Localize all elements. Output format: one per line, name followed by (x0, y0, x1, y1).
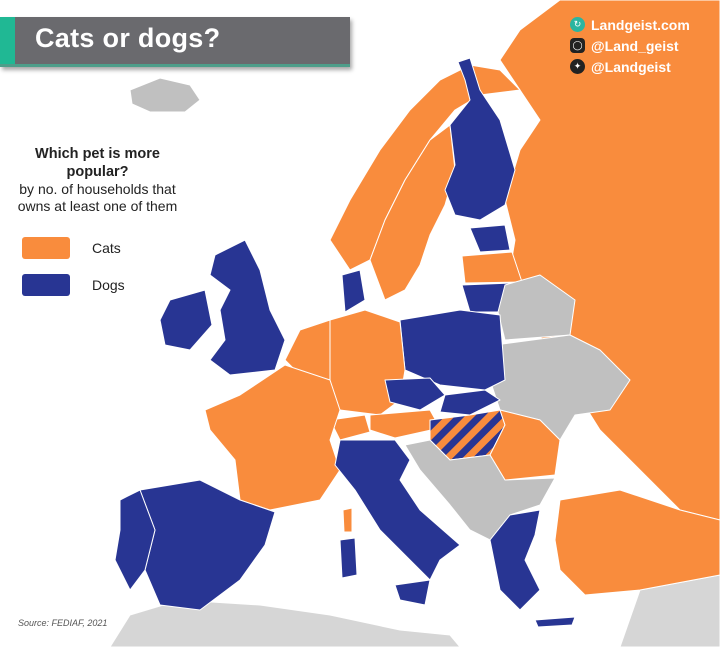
north-africa (109, 599, 461, 647)
balkans (404, 439, 556, 541)
austria (369, 409, 441, 439)
switzerland (329, 414, 371, 441)
legend-swatch-dogs (22, 274, 70, 296)
ireland (159, 289, 213, 351)
title-bar: Cats or dogs? (0, 17, 350, 67)
social-website[interactable]: ↻ Landgeist.com (570, 14, 690, 35)
greece (489, 509, 541, 611)
crete (534, 616, 576, 628)
legend-item-dogs: Dogs (22, 274, 125, 296)
italy (334, 439, 461, 581)
instagram-icon: ◯ (570, 38, 585, 53)
social-instagram[interactable]: ◯ @Land_geist (570, 35, 690, 56)
sardinia (339, 537, 358, 579)
social-label: @Land_geist (591, 37, 679, 54)
poland (399, 309, 506, 391)
denmark (341, 269, 366, 313)
legend-label: Cats (92, 240, 121, 256)
turkey (554, 489, 720, 596)
title-accent (0, 17, 15, 64)
legend: Which pet is more popular? by no. of hou… (10, 145, 185, 215)
source-note: Source: FEDIAF, 2021 (18, 618, 108, 628)
portugal (114, 489, 156, 591)
legend-label: Dogs (92, 277, 125, 293)
social-label: Landgeist.com (591, 16, 690, 33)
slovakia (439, 389, 501, 416)
social-twitter[interactable]: ✦ @Landgeist (570, 56, 690, 77)
finland (444, 57, 516, 221)
legend-item-cats: Cats (22, 237, 121, 259)
france (204, 364, 341, 511)
social-links: ↻ Landgeist.com ◯ @Land_geist ✦ @Landgei… (570, 14, 690, 77)
twitter-icon: ✦ (570, 59, 585, 74)
iceland (129, 77, 201, 113)
landgeist-logo-icon: ↻ (570, 17, 585, 32)
page-title: Cats or dogs? (35, 23, 221, 53)
estonia (469, 224, 511, 253)
legend-title: Which pet is more popular? (35, 146, 160, 180)
sicily (394, 579, 431, 606)
united-kingdom (209, 239, 286, 376)
corsica (342, 507, 353, 533)
czechia (384, 377, 446, 411)
latvia (461, 251, 523, 284)
romania (489, 409, 561, 481)
legend-subtitle: by no. of households that owns at least … (17, 181, 178, 214)
legend-swatch-cats (22, 237, 70, 259)
social-label: @Landgeist (591, 58, 671, 75)
